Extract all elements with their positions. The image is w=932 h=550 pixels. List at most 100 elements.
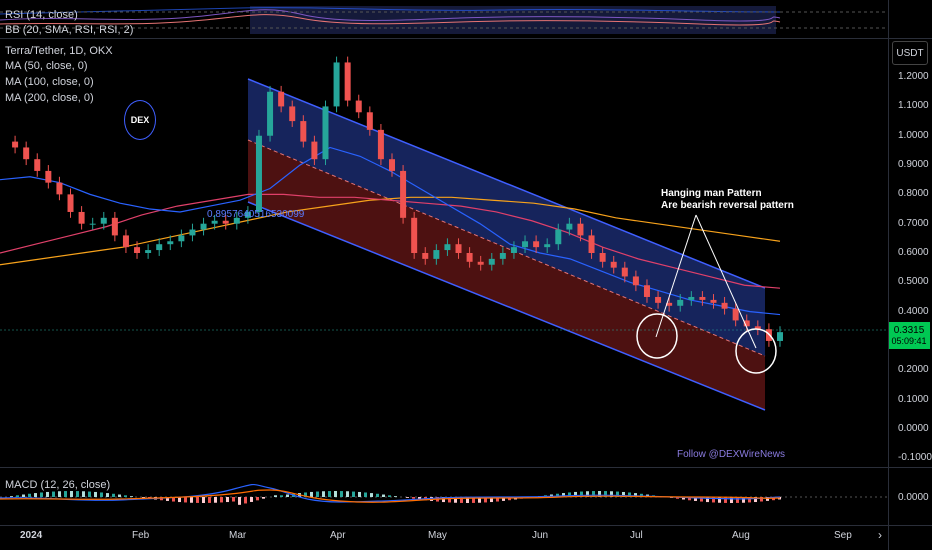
macd-bar xyxy=(22,494,25,497)
fib-level-label: 0.8957640516530099 xyxy=(207,209,305,220)
macd-bar xyxy=(190,497,193,503)
time-tick: Jun xyxy=(532,530,549,541)
candle-body xyxy=(233,217,240,224)
macd-bar xyxy=(370,493,373,497)
price-tick: -0.1000 xyxy=(898,452,932,464)
macd-bar xyxy=(682,497,685,500)
chevron-icon: › xyxy=(878,528,882,542)
macd-bar xyxy=(748,497,751,503)
ma200-label[interactable]: MA (200, close, 0) xyxy=(5,92,94,104)
scroll-to-realtime-button[interactable]: › xyxy=(878,528,888,546)
time-tick: 2024 xyxy=(20,530,43,541)
ma50-label[interactable]: MA (50, close, 0) xyxy=(5,60,88,72)
candle-body xyxy=(400,170,407,218)
macd-bar xyxy=(220,497,223,503)
ma100-label[interactable]: MA (100, close, 0) xyxy=(5,76,94,88)
macd-bar xyxy=(244,497,247,504)
macd-bar xyxy=(760,497,763,502)
macd-bar xyxy=(316,491,319,497)
candle-body xyxy=(344,62,351,101)
candle-body xyxy=(23,147,30,160)
macd-bar xyxy=(334,491,337,497)
macd-bar xyxy=(484,497,487,503)
macd-bar xyxy=(610,491,613,497)
channel-mid-line xyxy=(247,139,766,357)
symbol-label[interactable]: Terra/Tether, 1D, OKX xyxy=(5,45,113,57)
macd-bar xyxy=(256,497,259,501)
macd-bar xyxy=(490,497,493,503)
hanging-man-circle-1 xyxy=(636,313,678,359)
candle-body xyxy=(34,159,41,171)
price-axis-divider xyxy=(888,0,889,550)
price-pane: Terra/Tether, 1D, OKX MA (50, close, 0) … xyxy=(0,39,932,467)
macd-bar xyxy=(688,497,691,501)
price-chart[interactable] xyxy=(0,39,888,467)
candle-body xyxy=(499,253,506,259)
candle-body xyxy=(100,217,107,224)
candle-body xyxy=(732,308,739,321)
macd-bar xyxy=(700,497,703,502)
macd-bar xyxy=(592,491,595,497)
candle-body xyxy=(211,220,218,224)
macd-bar xyxy=(478,497,481,503)
annotation-arrow-1 xyxy=(655,214,697,338)
candle-body xyxy=(244,211,251,218)
bb-label[interactable]: BB (20, SMA, RSI, RSI, 2) xyxy=(5,24,134,36)
macd-bar xyxy=(16,495,19,497)
candle-body xyxy=(599,253,606,262)
macd-bar xyxy=(472,497,475,503)
price-tick: 0.7000 xyxy=(898,217,929,229)
rsi-pane: RSI (14, close) BB (20, SMA, RSI, RSI, 2… xyxy=(0,0,932,38)
macd-bar xyxy=(286,494,289,497)
currency-label: USDT xyxy=(896,47,924,59)
annotation-line1: Hanging man Pattern xyxy=(661,188,762,199)
macd-bar xyxy=(550,494,553,497)
macd-bar xyxy=(406,497,409,498)
candle-body xyxy=(200,223,207,230)
macd-bar xyxy=(388,495,391,497)
price-tick: 1.2000 xyxy=(898,71,929,83)
candle-body xyxy=(510,247,517,253)
candle-body xyxy=(666,302,673,306)
price-tick: 0.5000 xyxy=(898,276,929,288)
pane-divider[interactable] xyxy=(0,467,932,468)
candle-body xyxy=(688,296,695,300)
macd-bar xyxy=(382,494,385,497)
macd-bar xyxy=(178,497,181,503)
price-tick: 0.1000 xyxy=(898,393,929,405)
candle-body xyxy=(555,229,562,245)
macd-bar xyxy=(742,497,745,503)
macd-bar xyxy=(604,491,607,497)
macd-bar xyxy=(454,497,457,503)
candle-body xyxy=(544,244,551,248)
pane-divider[interactable] xyxy=(0,38,932,39)
macd-bar xyxy=(304,492,307,497)
macd-bar xyxy=(724,497,727,503)
macd-pane: MACD (12, 26, close) 0.0000 xyxy=(0,468,932,525)
macd-bar xyxy=(442,497,445,503)
macd-bar xyxy=(718,497,721,503)
currency-selector[interactable]: USDT xyxy=(892,41,928,65)
time-tick: May xyxy=(428,530,447,541)
price-tick: 0.0000 xyxy=(898,422,929,434)
macd-bar xyxy=(412,497,415,499)
candle-body xyxy=(588,235,595,253)
macd-bar xyxy=(580,491,583,497)
macd-bar xyxy=(628,492,631,497)
price-tick: 0.2000 xyxy=(898,364,929,376)
candle-body xyxy=(278,91,285,107)
macd-bar xyxy=(616,491,619,497)
time-axis-divider xyxy=(0,525,932,526)
candle-body xyxy=(699,296,706,300)
candle-body xyxy=(56,182,63,195)
macd-signal xyxy=(0,489,781,503)
macd-bar xyxy=(676,497,679,499)
dex-logo: DEX xyxy=(124,100,156,140)
macd-bar xyxy=(562,493,565,497)
macd-bar xyxy=(328,491,331,497)
candle-body xyxy=(488,258,495,265)
rsi-label[interactable]: RSI (14, close) xyxy=(5,9,78,21)
candle-body xyxy=(777,332,783,341)
channel-top-line xyxy=(247,78,766,289)
macd-label[interactable]: MACD (12, 26, close) xyxy=(5,479,111,491)
